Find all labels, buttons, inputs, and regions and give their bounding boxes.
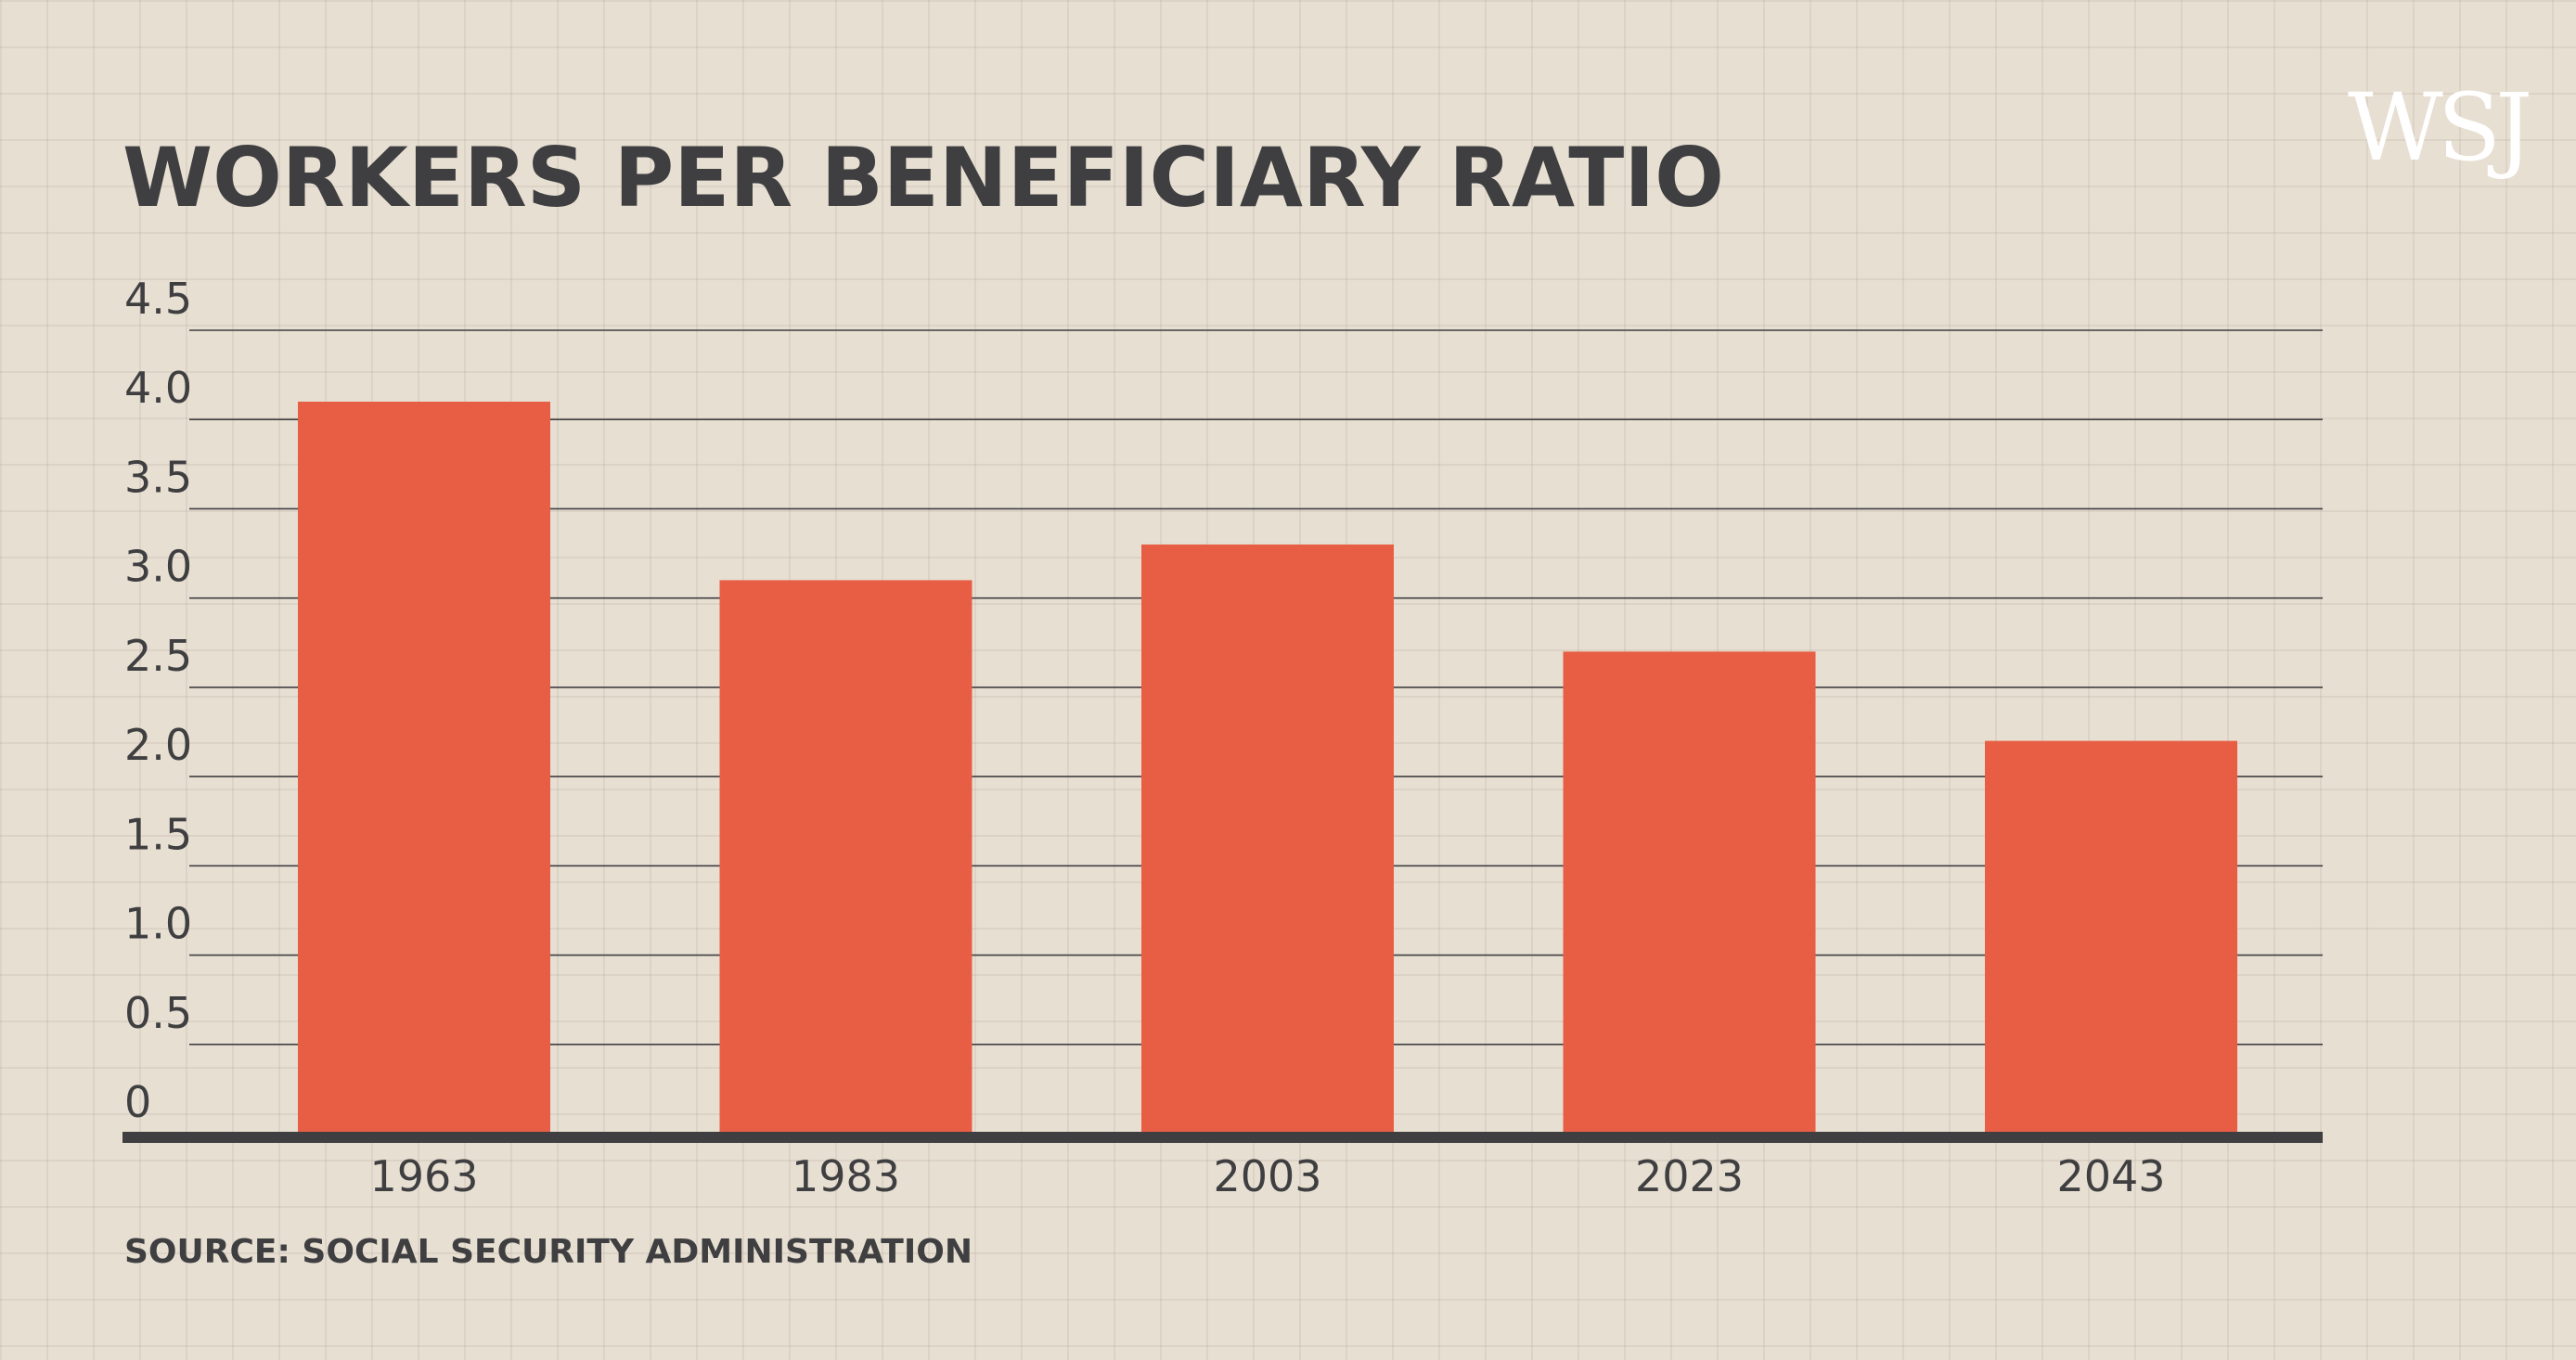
y-tick-label: 2.0 <box>124 720 192 770</box>
bar-1963 <box>298 401 550 1134</box>
y-tick-label: 4.5 <box>124 274 192 324</box>
bar-2043 <box>1985 740 2237 1134</box>
y-axis-ticks: 0 0.5 1.0 1.5 2.0 2.5 3.0 3.5 4.0 4.5 <box>124 274 192 1127</box>
x-tick-label: 2043 <box>2056 1151 2165 1201</box>
x-tick-label: 2023 <box>1635 1151 1744 1201</box>
y-tick-label: 3.5 <box>124 452 192 502</box>
y-tick-label: 1.5 <box>124 809 192 859</box>
x-tick-label: 1963 <box>369 1151 478 1201</box>
x-axis-baseline <box>122 1132 2323 1143</box>
y-tick-label: 0.5 <box>124 988 192 1038</box>
wsj-logo: WSJ <box>2348 73 2532 182</box>
chart-title: WORKERS PER BENEFICIARY RATIO <box>122 130 1724 225</box>
x-tick-label: 1983 <box>792 1151 900 1201</box>
bar-2023 <box>1563 651 1816 1134</box>
y-tick-label: 4.0 <box>124 363 192 413</box>
x-tick-label: 2003 <box>1213 1151 1321 1201</box>
y-tick-label: 3.0 <box>124 542 192 592</box>
source-note: SOURCE: SOCIAL SECURITY ADMINISTRATION <box>124 1233 972 1271</box>
y-tick-label: 0 <box>124 1077 151 1127</box>
bar-2003 <box>1141 544 1394 1134</box>
y-tick-label: 2.5 <box>124 631 192 681</box>
bars <box>298 401 2237 1134</box>
y-tick-label: 1.0 <box>124 899 192 949</box>
x-axis-ticks: 1963 1983 2003 2023 2043 <box>369 1151 2165 1201</box>
bar-1983 <box>719 580 972 1134</box>
